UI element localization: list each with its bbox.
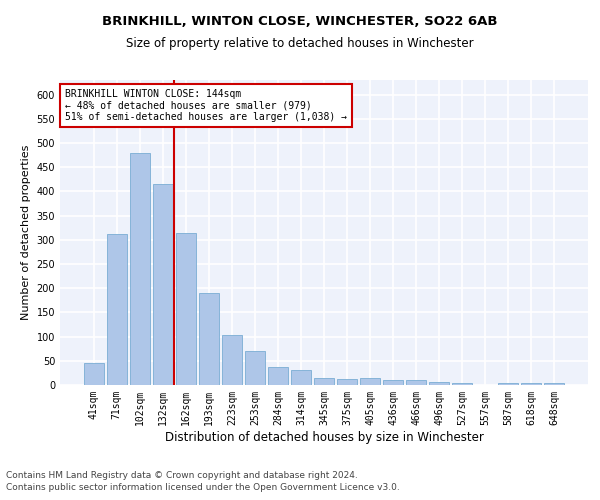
Bar (406, 380, 426, 385)
Bar (130, 152, 149, 385)
Bar (107, 234, 127, 385)
Bar (544, 382, 564, 385)
Bar (245, 351, 265, 385)
Bar (176, 233, 196, 385)
Bar (268, 366, 288, 385)
Bar (222, 335, 242, 385)
Text: Contains public sector information licensed under the Open Government Licence v3: Contains public sector information licen… (6, 484, 400, 492)
Bar (291, 370, 311, 385)
Y-axis label: Number of detached properties: Number of detached properties (21, 145, 31, 320)
Bar (521, 382, 541, 385)
Bar (199, 293, 218, 385)
Text: Size of property relative to detached houses in Winchester: Size of property relative to detached ho… (126, 38, 474, 51)
Bar (153, 184, 173, 385)
X-axis label: Distribution of detached houses by size in Winchester: Distribution of detached houses by size … (164, 430, 484, 444)
Bar (452, 382, 472, 385)
Bar (314, 378, 334, 385)
Bar (337, 378, 357, 385)
Bar (430, 382, 449, 385)
Bar (499, 382, 518, 385)
Text: Contains HM Land Registry data © Crown copyright and database right 2024.: Contains HM Land Registry data © Crown c… (6, 471, 358, 480)
Bar (84, 362, 104, 385)
Bar (383, 380, 403, 385)
Text: BRINKHILL, WINTON CLOSE, WINCHESTER, SO22 6AB: BRINKHILL, WINTON CLOSE, WINCHESTER, SO2… (102, 15, 498, 28)
Text: BRINKHILL WINTON CLOSE: 144sqm
← 48% of detached houses are smaller (979)
51% of: BRINKHILL WINTON CLOSE: 144sqm ← 48% of … (65, 89, 347, 122)
Bar (360, 378, 380, 385)
